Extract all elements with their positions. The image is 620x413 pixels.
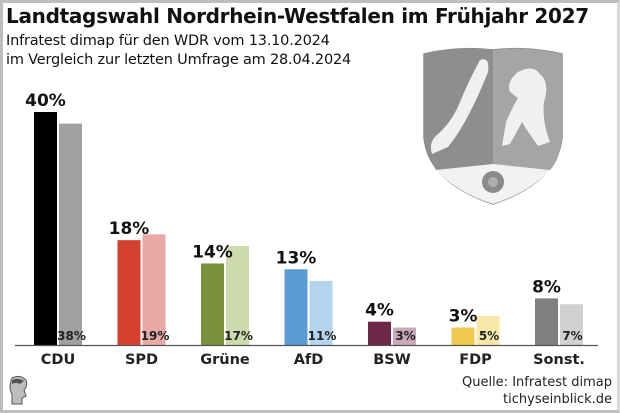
bar-current-afd (284, 269, 308, 345)
value-label-previous: 5% (479, 329, 499, 343)
bar-current-spd (117, 240, 141, 345)
chart-subtitle-line-1: Infratest dimap für den WDR vom 13.10.20… (6, 33, 330, 49)
category-label: Sonst. (533, 352, 585, 368)
chart-title: Landtagswahl Nordrhein-Westfalen im Früh… (6, 4, 589, 28)
category-label: CDU (41, 352, 75, 368)
bar-previous-spd (142, 234, 166, 345)
bar-current-bsw (368, 321, 391, 345)
value-label-current: 14% (192, 242, 233, 262)
value-label-current: 4% (365, 301, 394, 321)
value-label-previous: 38% (57, 329, 86, 343)
nrw-coat-of-arms-icon (423, 47, 563, 205)
bar-current-fdp (451, 327, 475, 345)
category-label: AfD (294, 352, 324, 368)
bar-current-sonst (535, 298, 558, 345)
bar-previous-cdu (59, 123, 82, 346)
bar-current-cdu (34, 112, 57, 345)
category-label: SPD (125, 352, 158, 368)
bar-previous-bsw (393, 327, 416, 345)
tichys-einblick-logo-icon (9, 375, 28, 405)
value-label-current: 40% (25, 91, 66, 111)
bar-previous-grne (226, 245, 249, 345)
value-label-previous: 17% (224, 329, 253, 343)
bar-previous-fdp (476, 315, 500, 345)
source-note: Quelle: Infratest dimap tichyseinblick.d… (462, 374, 612, 408)
category-label: FDP (459, 352, 492, 368)
value-label-previous: 11% (308, 329, 337, 343)
bar-previous-afd (309, 280, 333, 345)
site-label: tichyseinblick.de (503, 392, 612, 407)
value-label-previous: 3% (395, 329, 415, 343)
value-label-current: 13% (276, 248, 317, 268)
value-label-current: 18% (109, 219, 150, 239)
bar-previous-sonst (560, 304, 583, 345)
value-label-current: 3% (449, 307, 478, 327)
bar-current-grne (201, 263, 224, 345)
value-label-previous: 7% (562, 329, 582, 343)
category-label: BSW (373, 352, 411, 368)
category-label: Grüne (200, 352, 250, 368)
value-label-current: 8% (532, 277, 561, 297)
source-label: Quelle: Infratest dimap (461, 375, 612, 390)
chart-subtitle-line-2: im Vergleich zur letzten Umfrage am 28.0… (6, 52, 352, 68)
value-label-previous: 19% (141, 329, 170, 343)
